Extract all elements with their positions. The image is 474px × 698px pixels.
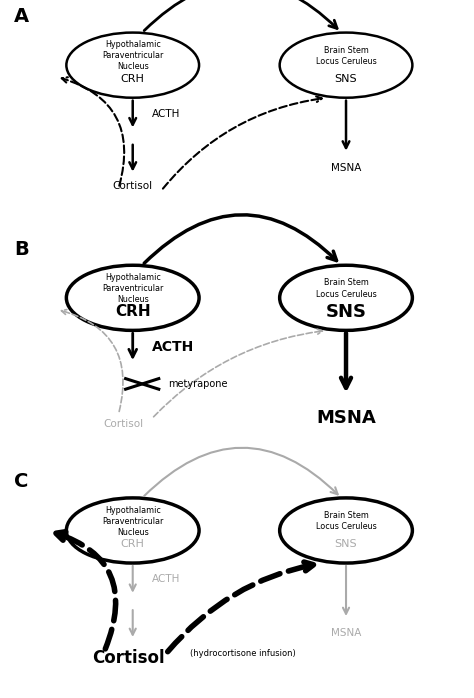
Text: CRH: CRH [121, 74, 145, 84]
Text: Hypothalamic
Paraventricular
Nucleus: Hypothalamic Paraventricular Nucleus [102, 40, 164, 71]
Circle shape [280, 33, 412, 98]
Text: CRH: CRH [121, 540, 145, 549]
Text: ACTH: ACTH [152, 109, 180, 119]
Text: A: A [14, 7, 29, 26]
Circle shape [280, 265, 412, 330]
Text: CRH: CRH [115, 304, 151, 319]
Circle shape [66, 265, 199, 330]
Text: MSNA: MSNA [331, 628, 361, 638]
Text: Cortisol: Cortisol [103, 419, 143, 429]
Text: Brain Stem
Locus Ceruleus: Brain Stem Locus Ceruleus [316, 279, 376, 299]
Text: SNS: SNS [335, 540, 357, 549]
Text: Brain Stem
Locus Ceruleus: Brain Stem Locus Ceruleus [316, 511, 376, 531]
Circle shape [66, 33, 199, 98]
Text: B: B [14, 239, 29, 259]
Text: Cortisol: Cortisol [91, 649, 164, 667]
Text: Cortisol: Cortisol [113, 181, 153, 191]
Text: ACTH: ACTH [152, 574, 180, 584]
Text: SNS: SNS [335, 74, 357, 84]
Text: (hydrocortisone infusion): (hydrocortisone infusion) [190, 649, 295, 658]
Text: Hypothalamic
Paraventricular
Nucleus: Hypothalamic Paraventricular Nucleus [102, 273, 164, 304]
Text: Hypothalamic
Paraventricular
Nucleus: Hypothalamic Paraventricular Nucleus [102, 505, 164, 537]
Circle shape [280, 498, 412, 563]
Text: MSNA: MSNA [331, 163, 361, 173]
Text: Brain Stem
Locus Ceruleus: Brain Stem Locus Ceruleus [316, 46, 376, 66]
Text: ACTH: ACTH [152, 340, 194, 354]
Text: C: C [14, 473, 28, 491]
Text: metyrapone: metyrapone [168, 379, 228, 389]
Text: SNS: SNS [326, 303, 366, 321]
Text: MSNA: MSNA [316, 410, 376, 427]
Circle shape [66, 498, 199, 563]
